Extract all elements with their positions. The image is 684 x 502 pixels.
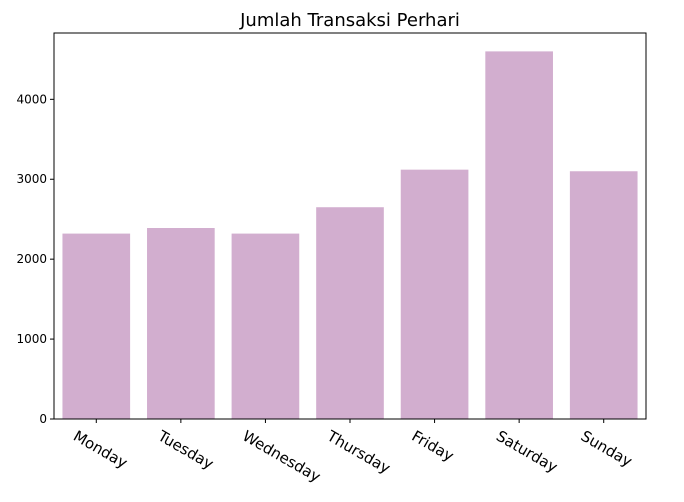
- bar-thursday: [316, 207, 384, 419]
- x-tick-label: Thursday: [323, 426, 393, 477]
- y-tick-label: 0: [39, 412, 47, 426]
- plot-frame: [53, 32, 647, 420]
- bar-friday: [400, 169, 469, 419]
- y-tick-label: 4000: [16, 92, 47, 106]
- bar-sunday: [569, 171, 638, 419]
- x-tick-label: Saturday: [493, 427, 561, 476]
- bars-group: [62, 51, 638, 419]
- bar-saturday: [485, 51, 553, 419]
- bar-tuesday: [147, 227, 215, 419]
- chart-title: Jumlah Transaksi Perhari: [239, 10, 460, 31]
- y-tick-label: 3000: [16, 172, 47, 186]
- x-tick-label: Sunday: [578, 427, 636, 471]
- x-tick-label: Tuesday: [154, 426, 217, 473]
- y-tick-label: 2000: [16, 252, 47, 266]
- bar-monday: [62, 233, 131, 419]
- x-tick-label: Monday: [70, 427, 130, 472]
- y-tick-label: 1000: [16, 332, 47, 346]
- y-axis: 0 1000 2000 3000 4000: [16, 92, 54, 426]
- bar-wednesday: [231, 233, 300, 419]
- x-axis: Monday Tuesday Wednesday Thursday Friday Satu…: [70, 419, 635, 486]
- x-tick-label: Friday: [409, 427, 457, 465]
- x-tick-label: Wednesday: [239, 427, 323, 486]
